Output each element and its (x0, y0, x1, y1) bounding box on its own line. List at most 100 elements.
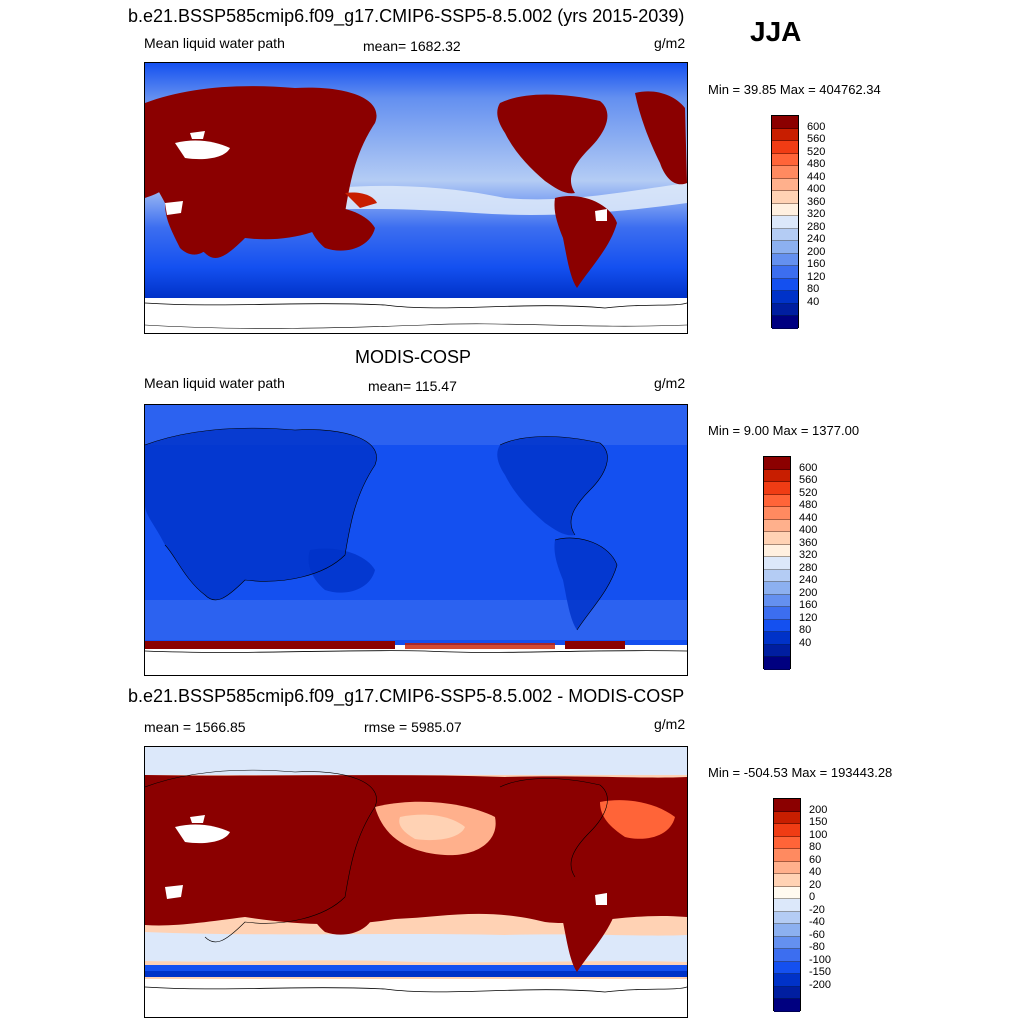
colorbar-tick-label: 200 (809, 803, 828, 816)
colorbar-swatch (772, 153, 798, 167)
colorbar-tick-label: 320 (807, 208, 826, 221)
colorbar-swatch (764, 619, 790, 633)
panel3-minmax: Min = -504.53 Max = 193443.28 (708, 765, 893, 780)
colorbar-swatch (772, 128, 798, 142)
colorbar-tick-label: -40 (809, 916, 825, 929)
colorbar-swatch (772, 303, 798, 317)
colorbar-tick-label: 280 (799, 561, 818, 574)
colorbar-tick-label: -100 (809, 953, 832, 966)
colorbar-tick-label: 200 (799, 586, 818, 599)
panel3-colorbar (773, 798, 801, 1012)
colorbar-swatch (772, 216, 798, 229)
colorbar-swatch (774, 811, 800, 825)
colorbar-tick-label: 150 (809, 816, 828, 829)
colorbar-tick-label: 320 (799, 549, 818, 562)
colorbar-swatch (772, 116, 798, 129)
colorbar-tick-label: 360 (799, 536, 818, 549)
colorbar-swatch (764, 457, 790, 470)
colorbar-swatch (772, 241, 798, 254)
colorbar-tick-label: 400 (799, 524, 818, 537)
colorbar-swatch (772, 166, 798, 179)
colorbar-swatch (774, 886, 800, 900)
panel1-title: b.e21.BSSP585cmip6.f09_g17.CMIP6-SSP5-8.… (128, 6, 685, 26)
colorbar-tick-label: 80 (809, 841, 822, 854)
panel3-units-label: g/m2 (654, 716, 686, 732)
colorbar-tick-label: 20 (809, 878, 822, 891)
colorbar-tick-label: 400 (807, 183, 826, 196)
colorbar-swatch (774, 961, 800, 975)
colorbar-swatch (764, 507, 790, 520)
colorbar-swatch (764, 569, 790, 583)
colorbar-tick-label: -200 (809, 978, 832, 991)
panel2-mean-label: mean= 115.47 (368, 378, 457, 394)
colorbar-tick-label: 120 (807, 270, 826, 283)
colorbar-tick-label: 40 (799, 636, 812, 649)
colorbar-tick-label: 600 (799, 461, 818, 474)
colorbar-swatch (764, 657, 790, 670)
colorbar-swatch (774, 924, 800, 937)
panel2-map-svg (145, 405, 687, 675)
colorbar-swatch (764, 644, 790, 658)
colorbar-swatch (774, 836, 800, 850)
panel2-variable-label: Mean liquid water path (144, 375, 285, 391)
colorbar-tick-label: -60 (809, 928, 825, 941)
panel2-minmax: Min = 9.00 Max = 1377.00 (708, 423, 860, 438)
panel3-rmse-label: rmse = 5985.07 (364, 719, 462, 735)
colorbar-swatch (764, 519, 790, 533)
colorbar-tick-label: 40 (807, 295, 820, 308)
colorbar-swatch (772, 178, 798, 192)
colorbar-swatch (772, 278, 798, 292)
colorbar-tick-label: 200 (807, 245, 826, 258)
colorbar-swatch (774, 974, 800, 987)
panel3-mean-label: mean = 1566.85 (144, 719, 246, 735)
colorbar-swatch (772, 191, 798, 204)
colorbar-tick-label: -150 (809, 966, 832, 979)
colorbar-swatch (774, 911, 800, 925)
panel2-units-label: g/m2 (654, 375, 686, 391)
colorbar-swatch (774, 874, 800, 887)
colorbar-swatch (772, 203, 798, 217)
colorbar-swatch (772, 266, 798, 279)
colorbar-tick-label: 560 (807, 133, 826, 146)
colorbar-tick-label: 0 (809, 891, 816, 904)
colorbar-swatch (774, 899, 800, 912)
colorbar-tick-label: 440 (807, 170, 826, 183)
colorbar-swatch (774, 861, 800, 875)
colorbar-swatch (764, 557, 790, 570)
colorbar-swatch (764, 494, 790, 508)
colorbar-swatch (764, 469, 790, 483)
colorbar-swatch (774, 799, 800, 812)
colorbar-tick-label: 480 (799, 499, 818, 512)
colorbar-tick-label: 520 (807, 145, 826, 158)
colorbar-tick-label: 240 (799, 574, 818, 587)
panel1-units-label: g/m2 (654, 35, 686, 51)
colorbar-swatch (772, 291, 798, 304)
colorbar-tick-label: -20 (809, 903, 825, 916)
colorbar-tick-label: 360 (807, 195, 826, 208)
panel1-map (144, 62, 688, 334)
colorbar-swatch (772, 253, 798, 267)
panel1-map-svg (145, 63, 687, 333)
colorbar-tick-label: 60 (809, 853, 822, 866)
colorbar-swatch (772, 141, 798, 154)
colorbar-tick-label: 480 (807, 158, 826, 171)
colorbar-swatch (774, 849, 800, 862)
colorbar-swatch (774, 949, 800, 962)
panel1-colorbar (771, 115, 799, 329)
colorbar-tick-label: 160 (799, 599, 818, 612)
panel2-title: MODIS-COSP (355, 347, 472, 367)
colorbar-tick-label: 440 (799, 511, 818, 524)
panel1-variable-label: Mean liquid water path (144, 35, 285, 51)
panel3-map-svg (145, 747, 687, 1017)
panel2-map (144, 404, 688, 676)
colorbar-tick-label: -80 (809, 941, 825, 954)
colorbar-swatch (774, 936, 800, 950)
panel1-minmax: Min = 39.85 Max = 404762.34 (708, 82, 881, 97)
panel3-title: b.e21.BSSP585cmip6.f09_g17.CMIP6-SSP5-8.… (128, 686, 685, 706)
colorbar-swatch (772, 228, 798, 242)
colorbar-tick-label: 40 (809, 866, 822, 879)
panel3-map (144, 746, 688, 1018)
colorbar-swatch (764, 482, 790, 495)
colorbar-tick-label: 100 (809, 828, 828, 841)
colorbar-swatch (764, 632, 790, 645)
